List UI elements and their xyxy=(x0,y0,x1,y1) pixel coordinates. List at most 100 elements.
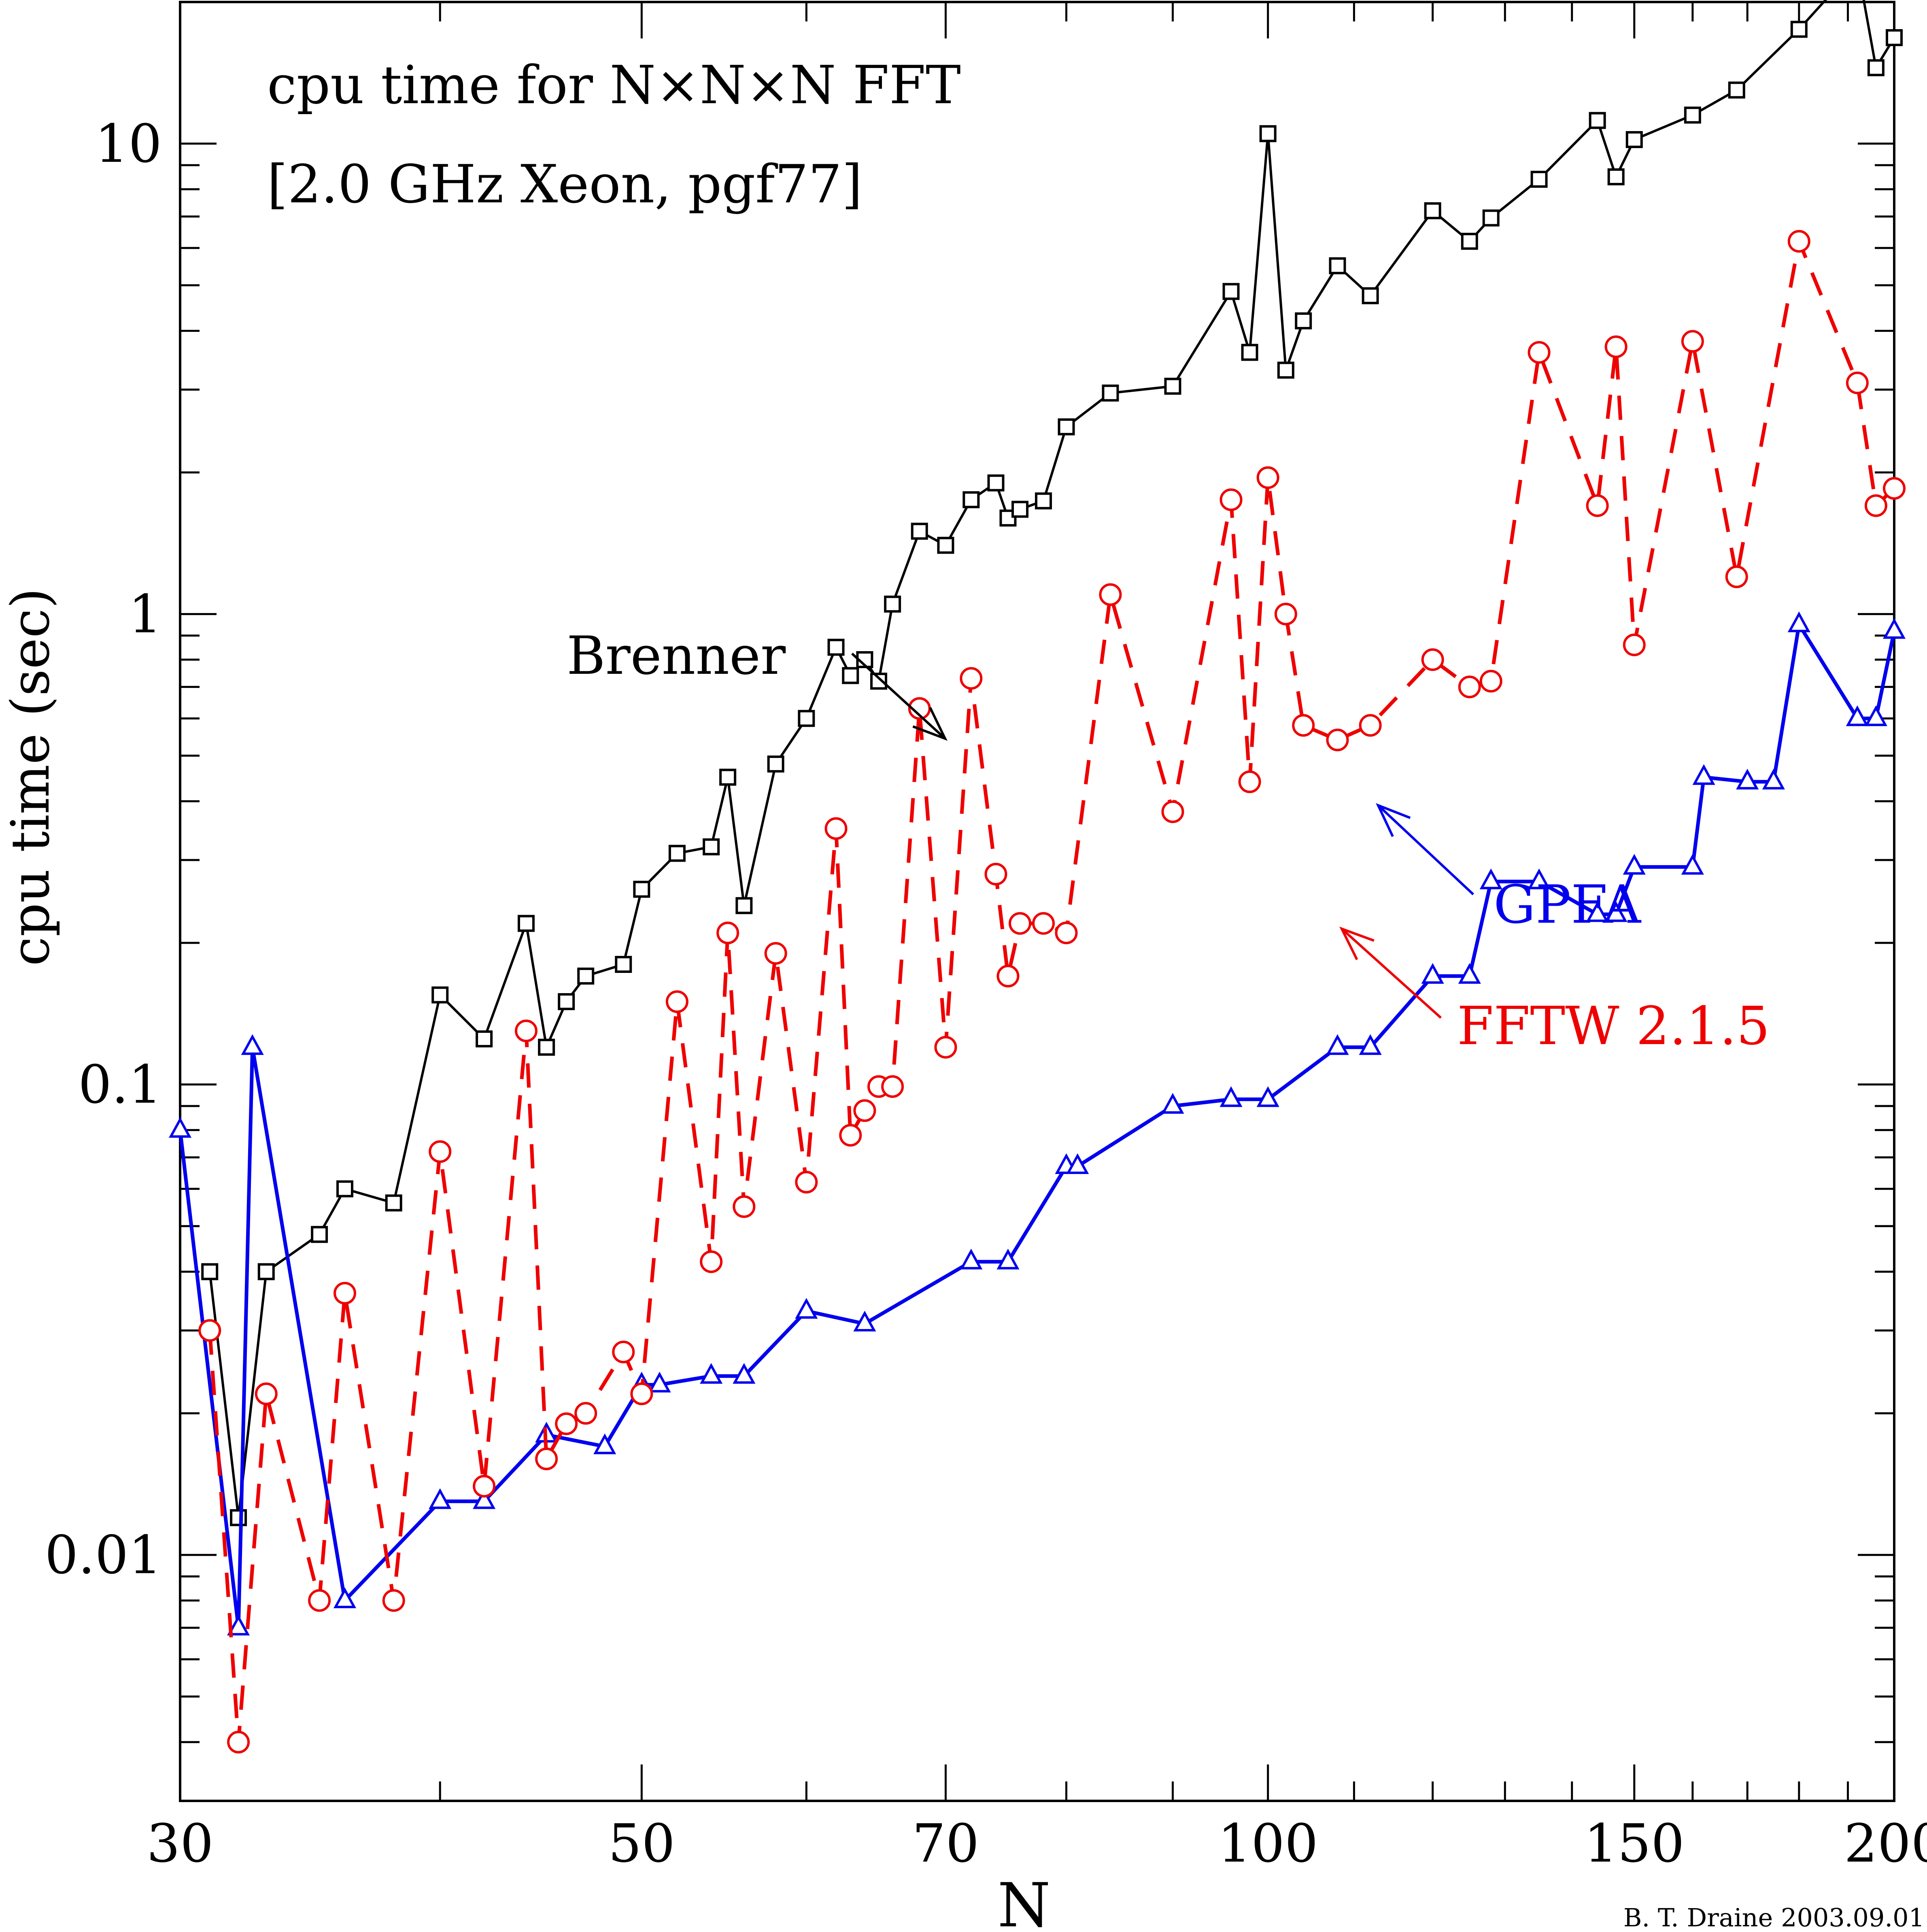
data-point-square xyxy=(1625,131,1643,148)
data-point-triangle xyxy=(1161,1093,1184,1114)
data-point-circle xyxy=(764,942,787,965)
x-tick-label: 150 xyxy=(1584,1813,1685,1874)
data-point-square xyxy=(1886,29,1903,47)
data-point-circle xyxy=(1421,648,1444,671)
data-point-circle xyxy=(555,1412,578,1435)
data-point-circle xyxy=(198,1319,221,1342)
y-tick-label: 10 xyxy=(95,113,162,174)
data-point-circle xyxy=(1623,633,1646,656)
data-point-square xyxy=(1295,312,1312,329)
annotation-layer xyxy=(851,652,1474,1019)
data-point-circle xyxy=(1292,714,1315,737)
data-point-square xyxy=(911,522,928,540)
data-point-square xyxy=(1329,257,1346,274)
series-brenner xyxy=(201,0,1903,1526)
data-point-triangle xyxy=(241,1034,264,1055)
plot-frame xyxy=(179,1,1895,1802)
data-point-triangle xyxy=(960,1248,983,1270)
data-point-square xyxy=(311,1226,328,1243)
data-point-triangle xyxy=(1762,769,1785,790)
data-point-triangle xyxy=(1458,963,1481,984)
data-point-triangle xyxy=(1787,611,1810,633)
data-point-triangle xyxy=(1066,1153,1089,1174)
data-point-square xyxy=(1102,384,1119,402)
annotation-label-gpfa: GPFA xyxy=(1494,874,1642,935)
data-point-square xyxy=(1164,378,1181,395)
data-point-circle xyxy=(382,1589,405,1612)
data-point-square xyxy=(827,639,845,656)
data-point-triangle xyxy=(1586,901,1609,922)
arrow-fftw xyxy=(1339,926,1442,1019)
y-tick-label: 0.01 xyxy=(45,1524,162,1586)
data-point-circle xyxy=(612,1340,635,1363)
data-point-circle xyxy=(1326,728,1349,752)
data-point-triangle xyxy=(853,1310,876,1332)
data-point-circle xyxy=(1604,335,1627,358)
series-layer xyxy=(168,0,1906,1754)
chart-title-line1: cpu time for N×N×N FFT xyxy=(267,54,961,116)
data-point-circle xyxy=(535,1447,558,1470)
data-point-square xyxy=(230,1509,247,1526)
data-point-circle xyxy=(1458,675,1481,698)
data-point-triangle xyxy=(227,1615,250,1636)
arrow-shaft xyxy=(1377,804,1474,896)
data-point-circle xyxy=(733,1195,756,1218)
data-point-square xyxy=(1684,106,1701,124)
author-credit: B. T. Draine 2003.09.01 xyxy=(1623,1903,1925,1932)
data-point-triangle xyxy=(1692,764,1715,785)
data-point-square xyxy=(1461,233,1478,250)
data-point-circle xyxy=(1864,494,1887,517)
data-point-square xyxy=(633,881,650,898)
data-point-circle xyxy=(795,1171,818,1194)
data-point-circle xyxy=(665,990,688,1013)
data-point-circle xyxy=(1274,603,1297,626)
data-point-circle xyxy=(1055,921,1078,945)
data-point-triangle xyxy=(1528,868,1551,890)
y-tick-label: 0.1 xyxy=(78,1054,162,1115)
data-point-square xyxy=(431,986,449,1004)
data-point-triangle xyxy=(1623,854,1646,875)
data-point-circle xyxy=(700,1250,723,1273)
series-line xyxy=(208,0,1895,1519)
data-point-triangle xyxy=(1864,705,1887,726)
data-point-circle xyxy=(960,667,983,690)
plot-border xyxy=(179,1,1895,1802)
data-point-circle xyxy=(255,1382,278,1405)
data-point-circle xyxy=(1220,488,1243,511)
data-point-square xyxy=(1790,21,1808,38)
data-point-triangle xyxy=(1846,705,1869,726)
arrow-head xyxy=(912,707,948,741)
data-point-circle xyxy=(1359,714,1382,737)
data-point-square xyxy=(1728,81,1745,99)
data-point-square xyxy=(719,769,737,786)
x-tick-label: 50 xyxy=(608,1813,675,1874)
data-point-square xyxy=(1058,418,1075,435)
data-point-square xyxy=(1607,168,1625,185)
data-point-circle xyxy=(1256,466,1279,489)
data-point-circle xyxy=(1161,800,1184,823)
data-point-square xyxy=(842,667,859,684)
data-point-triangle xyxy=(700,1363,723,1384)
data-point-circle xyxy=(881,1075,904,1098)
data-point-triangle xyxy=(1882,618,1906,639)
series-line xyxy=(178,622,1896,1630)
data-point-circle xyxy=(334,1282,357,1305)
y-axis-label: cpu time (sec) xyxy=(0,588,61,966)
data-point-square xyxy=(558,993,575,1011)
data-point-triangle xyxy=(648,1372,671,1393)
data-point-square xyxy=(257,1263,275,1280)
data-point-circle xyxy=(308,1589,331,1612)
data-point-triangle xyxy=(1479,868,1502,890)
annotation-label-brenner: Brenner xyxy=(567,625,786,686)
data-point-square xyxy=(1589,112,1606,129)
data-point-square xyxy=(703,838,720,856)
data-point-square xyxy=(962,491,980,508)
arrow-shaft xyxy=(851,652,946,740)
data-point-circle xyxy=(934,1036,957,1059)
axis-ticks: 30 50 70 100 150 200 0.01 0.1 1 10 xyxy=(45,1,1927,1874)
arrow-head xyxy=(1376,803,1411,837)
data-point-circle xyxy=(630,1382,653,1405)
data-point-square xyxy=(577,967,595,985)
arrow-shaft xyxy=(1341,928,1442,1019)
